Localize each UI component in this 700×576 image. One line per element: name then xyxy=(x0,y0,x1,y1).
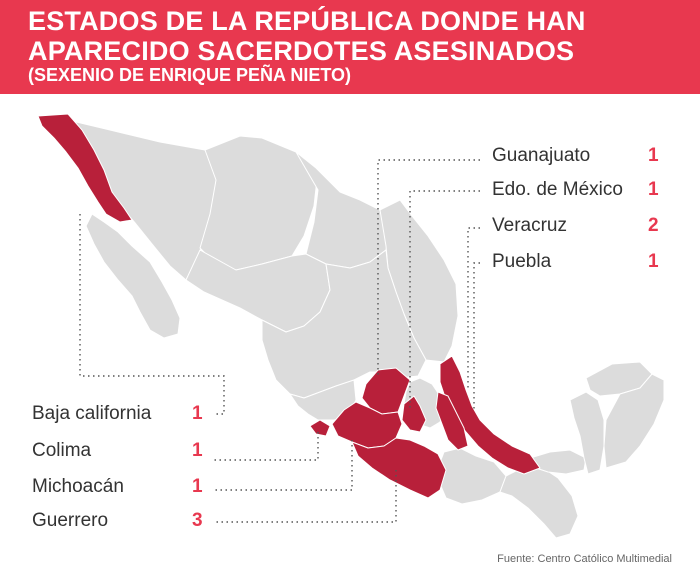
leader-line-edo-de-mexico xyxy=(409,190,480,410)
label-colima: Colima xyxy=(32,440,92,461)
count-michoacan: 1 xyxy=(192,476,203,497)
count-guerrero: 3 xyxy=(192,510,203,531)
label-guerrero: Guerrero xyxy=(32,510,109,531)
count-guanajuato: 1 xyxy=(648,145,659,166)
count-colima: 1 xyxy=(192,440,203,461)
state-tabasco xyxy=(529,449,587,475)
title-banner: ESTADOS DE LA REPÚBLICA DONDE HAN APAREC… xyxy=(0,0,700,94)
leader-lines xyxy=(79,159,480,523)
state-baja-california-sur xyxy=(85,213,181,339)
state-quintana-roo xyxy=(603,373,665,469)
count-baja-california: 1 xyxy=(192,403,203,424)
state-baja-california xyxy=(37,113,133,223)
state-puebla xyxy=(435,391,469,451)
label-baja-california: Baja california xyxy=(32,403,152,424)
states-highlighted xyxy=(37,113,541,499)
leader-line-veracruz xyxy=(467,227,480,390)
label-michoacan: Michoacán xyxy=(32,476,124,497)
state-guerrero xyxy=(351,437,447,499)
subtitle: (SEXENIO DE ENRIQUE PEÑA NIETO) xyxy=(28,65,352,85)
count-edo-de-mexico: 1 xyxy=(648,179,659,200)
state-guanajuato xyxy=(361,367,411,415)
label-puebla: Puebla xyxy=(492,251,552,272)
title-line-1: ESTADOS DE LA REPÚBLICA DONDE HAN xyxy=(28,6,586,36)
count-veracruz: 2 xyxy=(648,215,659,236)
leader-line-colima xyxy=(214,432,319,461)
label-guanajuato: Guanajuato xyxy=(492,145,591,166)
land-gray xyxy=(67,119,665,539)
state-campeche xyxy=(569,391,605,475)
leader-line-baja-california xyxy=(79,214,225,415)
source-note: Fuente: Centro Católico Multimedial xyxy=(497,553,672,565)
title-line-2: APARECIDO SACERDOTES ASESINADOS xyxy=(28,36,575,66)
label-edo-de-mexico: Edo. de México xyxy=(492,179,623,200)
leader-line-puebla xyxy=(473,262,480,410)
label-veracruz: Veracruz xyxy=(492,215,567,236)
state-colima xyxy=(309,419,331,437)
count-puebla: 1 xyxy=(648,251,659,272)
leader-line-michoacan xyxy=(214,440,353,491)
state-chiapas xyxy=(499,465,579,539)
state-edo-de-mexico xyxy=(401,395,427,433)
leader-line-guerrero xyxy=(214,470,397,523)
